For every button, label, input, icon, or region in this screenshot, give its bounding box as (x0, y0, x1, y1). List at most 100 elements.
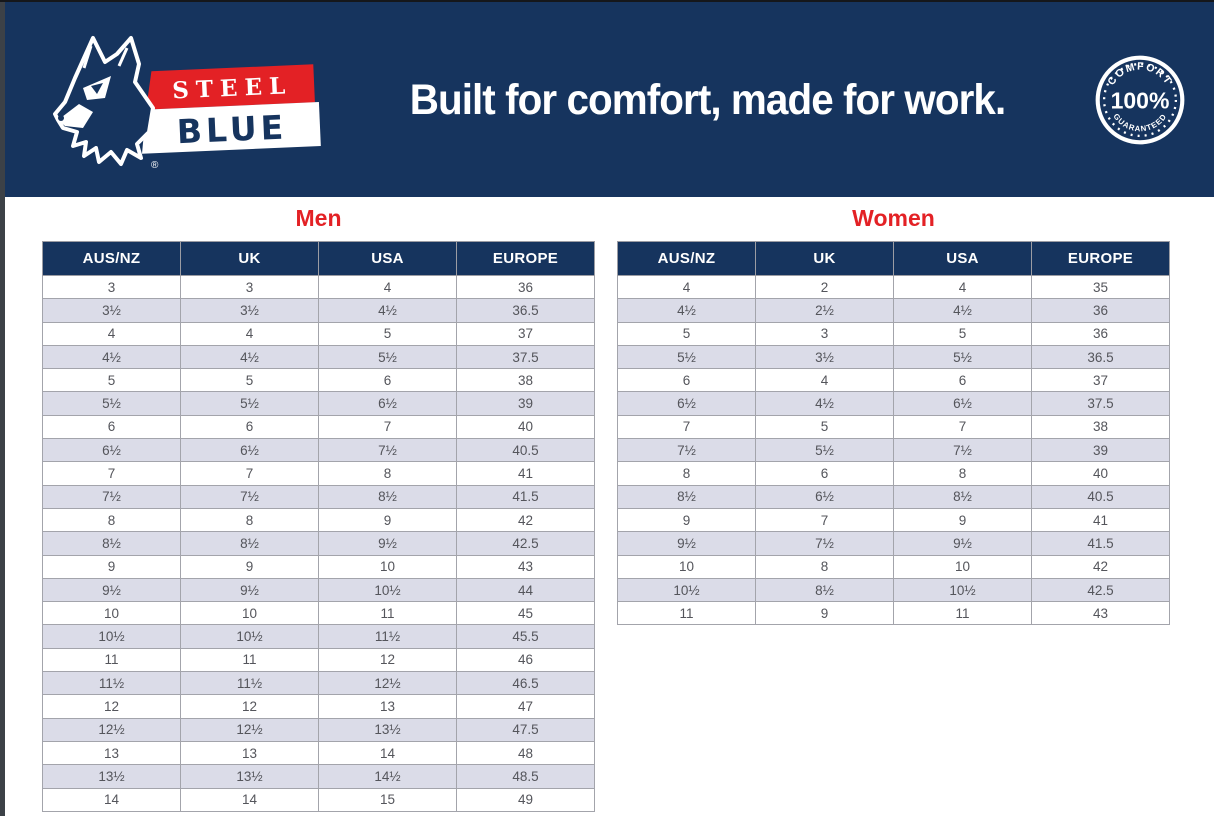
column-header: AUS/NZ (42, 241, 181, 276)
size-cell: 3 (180, 274, 319, 300)
size-cell: 10½ (318, 577, 457, 603)
size-cell: 3 (42, 274, 181, 300)
table-row: 4 2 4 35 (617, 274, 1170, 300)
size-cell: 9 (755, 601, 894, 626)
size-cell: 10 (180, 601, 319, 626)
size-cell: 9 (42, 554, 181, 579)
size-cell: 6 (180, 414, 319, 440)
size-cell: 13½ (318, 717, 457, 742)
size-cell: 40.5 (456, 438, 595, 463)
size-cell: 7 (42, 461, 181, 486)
size-cell: 37.5 (1031, 391, 1170, 416)
men-size-table: AUS/NZ UK USA EUROPE 3 3 4 36 3½ 3½ 4½ 36.5 4 4 5 37 4½… (42, 241, 595, 812)
size-cell: 5 (318, 321, 457, 346)
size-cell: 4½ (617, 298, 756, 323)
size-cell: 2 (755, 274, 894, 300)
table-row: 12 12 13 47 (42, 694, 595, 719)
logo-blue-text: BLUE (176, 107, 288, 151)
size-cell: 4 (42, 321, 181, 346)
size-cell: 4 (180, 321, 319, 346)
size-cell: 8½ (42, 531, 181, 556)
table-row: 12½ 12½ 13½ 47.5 (42, 717, 595, 742)
column-header: USA (318, 241, 457, 276)
table-row: 11½ 11½ 12½ 46.5 (42, 671, 595, 696)
size-cell: 36 (1031, 321, 1170, 346)
table-row: 14 14 15 49 (42, 787, 595, 812)
table-row: 5½ 3½ 5½ 36.5 (617, 344, 1170, 370)
size-cell: 14 (42, 787, 181, 812)
size-cell: 40.5 (1031, 484, 1170, 509)
size-cell: 14 (318, 740, 457, 766)
size-cell: 10 (42, 601, 181, 626)
size-cell: 8½ (318, 484, 457, 509)
size-cell: 12½ (180, 717, 319, 742)
size-cell: 5½ (318, 344, 457, 370)
table-row: 6½ 4½ 6½ 37.5 (617, 391, 1170, 416)
size-cell: 4 (755, 368, 894, 393)
size-cell: 46 (456, 647, 595, 673)
size-cell: 9 (318, 507, 457, 533)
logo-blue-box (142, 101, 321, 154)
size-cell: 12 (318, 647, 457, 673)
size-cell: 41.5 (456, 484, 595, 509)
size-cell: 35 (1031, 274, 1170, 300)
table-row: 3 3 4 36 (42, 274, 595, 300)
size-cell: 13 (42, 740, 181, 766)
size-cell: 8½ (893, 484, 1032, 509)
size-cell: 5 (180, 368, 319, 393)
size-cell: 7 (893, 414, 1032, 440)
size-cell: 11 (893, 601, 1032, 626)
size-cell: 8 (893, 461, 1032, 486)
badge-center-text: 100% (1111, 87, 1170, 113)
table-row: 9 7 9 41 (617, 507, 1170, 533)
size-cell: 10½ (617, 577, 756, 603)
size-cell: 42.5 (1031, 577, 1170, 603)
size-cell: 3½ (755, 344, 894, 370)
size-cell: 49 (456, 787, 595, 812)
size-cell: 8 (318, 461, 457, 486)
size-cell: 13 (318, 694, 457, 719)
size-cell: 38 (456, 368, 595, 393)
column-header: USA (893, 241, 1032, 276)
size-cell: 8 (617, 461, 756, 486)
size-cell: 47.5 (456, 717, 595, 742)
table-row: 9½ 7½ 9½ 41.5 (617, 531, 1170, 556)
logo-steel-box (146, 63, 315, 110)
table-row: 11 11 12 46 (42, 647, 595, 673)
size-cell: 4½ (180, 344, 319, 370)
table-row: 7½ 7½ 8½ 41.5 (42, 484, 595, 509)
size-cell: 7 (755, 507, 894, 533)
size-cell: 6 (617, 368, 756, 393)
size-cell: 7 (180, 461, 319, 486)
size-cell: 10 (318, 554, 457, 579)
column-header: UK (180, 241, 319, 276)
size-cell: 12½ (42, 717, 181, 742)
size-cell: 48.5 (456, 764, 595, 789)
size-cell: 9½ (180, 577, 319, 603)
men-table-title: Men (295, 205, 342, 231)
size-cell: 8½ (617, 484, 756, 509)
size-cell: 12 (180, 694, 319, 719)
size-cell: 13½ (42, 764, 181, 789)
size-cell: 37 (1031, 368, 1170, 393)
size-cell: 5½ (42, 391, 181, 416)
table-row: 13½ 13½ 14½ 48.5 (42, 764, 595, 789)
size-cell: 2½ (755, 298, 894, 323)
size-cell: 10½ (42, 624, 181, 649)
size-cell: 5½ (617, 344, 756, 370)
column-header: EUROPE (456, 241, 595, 276)
size-cell: 39 (456, 391, 595, 416)
table-row: 5 5 6 38 (42, 368, 595, 393)
size-cell: 3½ (180, 298, 319, 323)
tagline: Built for comfort, made for work. (409, 76, 1006, 124)
size-cell: 9½ (617, 531, 756, 556)
size-cell: 48 (456, 740, 595, 766)
size-cell: 6½ (318, 391, 457, 416)
size-cell: 7½ (617, 438, 756, 463)
column-header: AUS/NZ (617, 241, 756, 276)
table-row: 6½ 6½ 7½ 40.5 (42, 438, 595, 463)
size-cell: 10½ (893, 577, 1032, 603)
size-cell: 7½ (180, 484, 319, 509)
column-header: EUROPE (1031, 241, 1170, 276)
size-cell: 40 (1031, 461, 1170, 486)
